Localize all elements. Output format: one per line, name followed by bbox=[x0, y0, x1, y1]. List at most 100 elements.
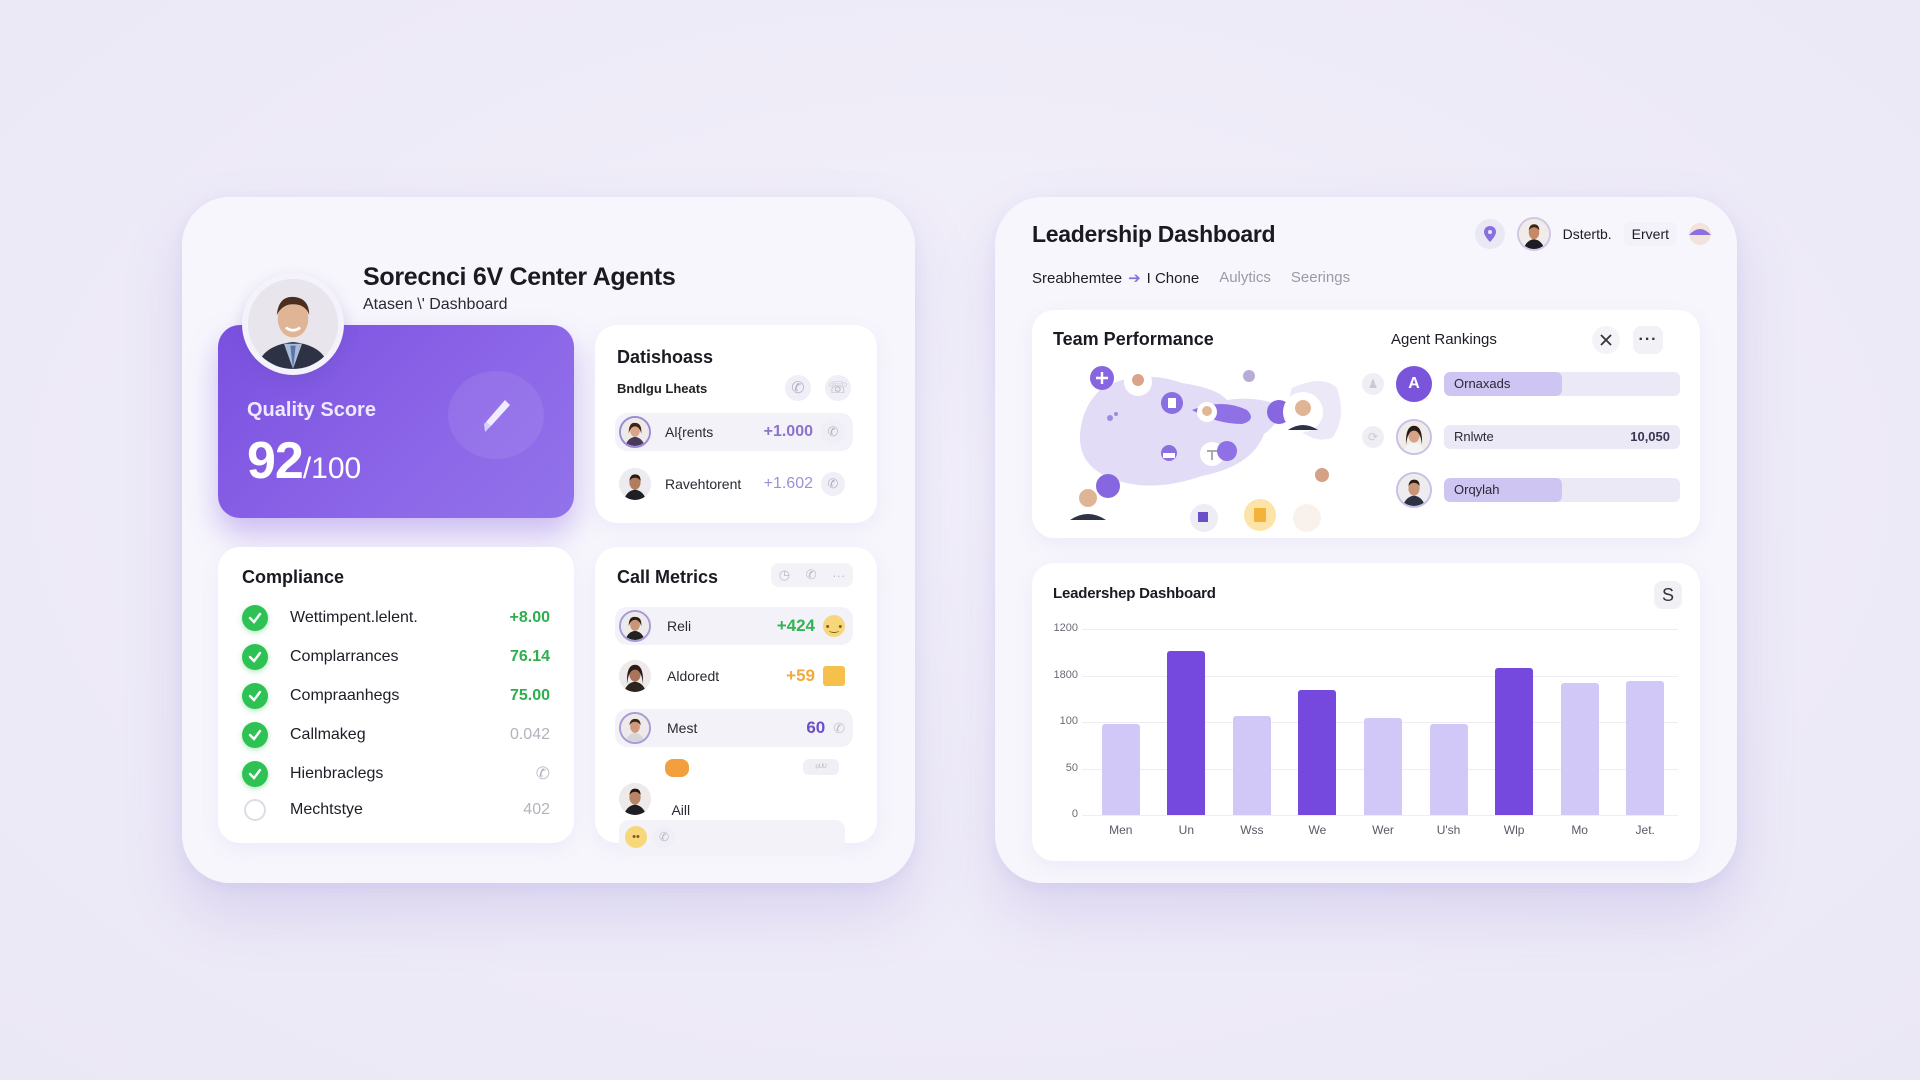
avatar bbox=[619, 610, 651, 642]
tab-analytics[interactable]: Aulytics bbox=[1219, 269, 1271, 286]
header-button[interactable]: Ervert bbox=[1623, 222, 1677, 246]
compliance-item[interactable]: Compraanhegs 75.00 bbox=[242, 681, 550, 711]
gridline bbox=[1082, 629, 1678, 630]
list-item[interactable]: Aill •• ✆ bbox=[615, 783, 853, 854]
unchecked-icon[interactable] bbox=[244, 799, 266, 821]
x-axis-label: We bbox=[1308, 823, 1327, 837]
ranking-row[interactable]: ♟ A Ornaxads bbox=[1362, 366, 1687, 402]
edit-button[interactable] bbox=[448, 371, 544, 459]
check-icon[interactable] bbox=[242, 722, 268, 748]
item-name: Callmakeg bbox=[290, 726, 366, 743]
quality-score-card[interactable]: Quality Score 92/100 bbox=[218, 325, 574, 518]
smile-emoji-icon: •‿• bbox=[823, 615, 845, 637]
person-icon: ♟ bbox=[1362, 373, 1384, 395]
avatar bbox=[619, 416, 651, 448]
ranking-value: 10,050 bbox=[1630, 429, 1670, 444]
list-item[interactable]: Ravehtorent +1.602 ✆ bbox=[615, 465, 853, 503]
avatar bbox=[619, 468, 651, 500]
user-avatar[interactable] bbox=[1516, 217, 1551, 251]
person-avatar-icon bbox=[248, 279, 338, 369]
agents-panel: Sorecnci 6V Center Agents Atasen \' Dash… bbox=[182, 197, 915, 883]
phone-icon[interactable]: ✆ bbox=[653, 826, 675, 848]
list-item[interactable]: Aldoredt +59 bbox=[615, 657, 853, 695]
x-axis-label: U'sh bbox=[1436, 823, 1461, 837]
item-name: Mechtstye bbox=[290, 801, 363, 818]
compliance-card: Compliance Wettimpent.lelent. +8.00 Comp… bbox=[218, 547, 574, 843]
nav-tabs: Sreabhemtee ➔ I Chone Aulytics Seerings bbox=[1032, 269, 1350, 287]
sync-icon: ⟳ bbox=[1362, 426, 1384, 448]
chart-bar[interactable] bbox=[1232, 716, 1271, 815]
x-axis-label: Wlp bbox=[1503, 823, 1525, 837]
ranking-bar: Ornaxads bbox=[1444, 372, 1680, 396]
ranking-row[interactable]: ⟳ Rnlwte 10,050 bbox=[1362, 419, 1687, 455]
agent-avatar[interactable] bbox=[242, 273, 344, 375]
item-name: Complarrances bbox=[290, 648, 399, 665]
chart-bar[interactable] bbox=[1626, 681, 1665, 815]
location-button[interactable] bbox=[1474, 219, 1505, 249]
phone-off-icon[interactable]: ☏ bbox=[825, 375, 851, 401]
chart-bar[interactable] bbox=[1167, 651, 1206, 815]
chart-bar[interactable] bbox=[1298, 690, 1337, 815]
phone-icon[interactable]: ✆ bbox=[821, 420, 845, 444]
card-title: Datishoass bbox=[617, 347, 714, 367]
chart-bar[interactable] bbox=[1364, 718, 1402, 815]
compliance-item[interactable]: Callmakeg 0.042 bbox=[242, 720, 550, 750]
compliance-item[interactable]: Complarrances 76.14 bbox=[242, 642, 550, 672]
timer-icon[interactable]: ◷ bbox=[778, 567, 791, 582]
x-axis-label: Wss bbox=[1240, 823, 1264, 837]
header-actions: Dstertb. Ervert bbox=[1474, 217, 1711, 251]
phone-icon[interactable]: ✆ bbox=[535, 764, 550, 783]
chart-bar[interactable] bbox=[1560, 682, 1599, 815]
close-button[interactable] bbox=[1592, 326, 1620, 354]
arrow-right-icon: ➔ bbox=[1128, 270, 1141, 287]
phone-icon[interactable]: ✆ bbox=[833, 719, 845, 736]
breadcrumb-parent[interactable]: Sreabhemtee bbox=[1032, 270, 1123, 287]
close-icon bbox=[1600, 334, 1612, 346]
ranking-bar: Orqylah bbox=[1444, 478, 1680, 502]
check-icon[interactable] bbox=[242, 605, 268, 631]
breadcrumb[interactable]: Sreabhemtee ➔ I Chone bbox=[1032, 269, 1199, 287]
row-value: +424 bbox=[776, 616, 815, 635]
y-axis-tick: 1200 bbox=[1053, 622, 1078, 634]
chart-bar[interactable] bbox=[1429, 723, 1468, 815]
y-axis-tick: 0 bbox=[1071, 808, 1078, 820]
ranking-row[interactable]: Orqylah bbox=[1362, 472, 1687, 508]
list-item[interactable]: Reli +424 •‿• bbox=[615, 607, 853, 645]
list-item[interactable]: Al{rents +1.000 ✆ bbox=[615, 413, 853, 451]
chart-title: Leadershep Dashboard bbox=[1053, 585, 1216, 602]
more-button[interactable]: ··· bbox=[1633, 326, 1663, 354]
phone-icon[interactable]: ✆ bbox=[785, 375, 811, 401]
row-name: Al{rents bbox=[665, 424, 714, 440]
mini-tag: ᵖᵁᵁ bbox=[803, 759, 839, 775]
item-value: +8.00 bbox=[509, 609, 550, 626]
compliance-item[interactable]: Mechtstye 402 bbox=[242, 795, 550, 825]
x-axis-label: Jet. bbox=[1635, 823, 1655, 837]
chart-bar[interactable] bbox=[1101, 723, 1140, 815]
bar-chart: 1200 1800 100 50 0 Men Un Wss We Wer U'sh Wlp Mo Jet. bbox=[1032, 563, 1700, 861]
phone-icon[interactable]: ✆ bbox=[821, 472, 845, 496]
pencil-icon bbox=[484, 400, 510, 432]
check-icon[interactable] bbox=[242, 761, 268, 787]
check-icon[interactable] bbox=[242, 683, 268, 709]
breadcrumb-current[interactable]: I Chone bbox=[1146, 270, 1200, 287]
list-item[interactable]: Mest 60 ✆ bbox=[615, 709, 853, 747]
score-number: 92 bbox=[247, 432, 304, 490]
avatar bbox=[619, 660, 651, 692]
more-icon[interactable]: ··· bbox=[832, 567, 846, 583]
panel-title: Sorecnci 6V Center Agents bbox=[363, 263, 676, 291]
row-name: Ravehtorent bbox=[665, 476, 742, 492]
chart-bar[interactable] bbox=[1495, 668, 1534, 815]
datis-card: Datishoass Bndlgu Lheats ✆ ☏ Al{rents +1… bbox=[595, 325, 877, 523]
check-icon[interactable] bbox=[242, 644, 268, 670]
profile-icon[interactable] bbox=[1689, 223, 1711, 245]
compliance-item[interactable]: Wettimpent.lelent. +8.00 bbox=[242, 603, 550, 633]
user-label[interactable]: Dstertb. bbox=[1562, 226, 1612, 242]
ranking-label: Rnlwte bbox=[1454, 429, 1494, 444]
phone-icon[interactable]: ✆ bbox=[805, 567, 817, 582]
tab-settings[interactable]: Seerings bbox=[1290, 269, 1351, 286]
chart-options-button[interactable]: S bbox=[1654, 581, 1682, 609]
compliance-item[interactable]: Hienbraclegs ✆ bbox=[242, 759, 550, 789]
row-name: Reli bbox=[667, 618, 692, 634]
star-badge-icon bbox=[665, 759, 689, 777]
team-map-illustration-icon[interactable] bbox=[1052, 358, 1352, 533]
